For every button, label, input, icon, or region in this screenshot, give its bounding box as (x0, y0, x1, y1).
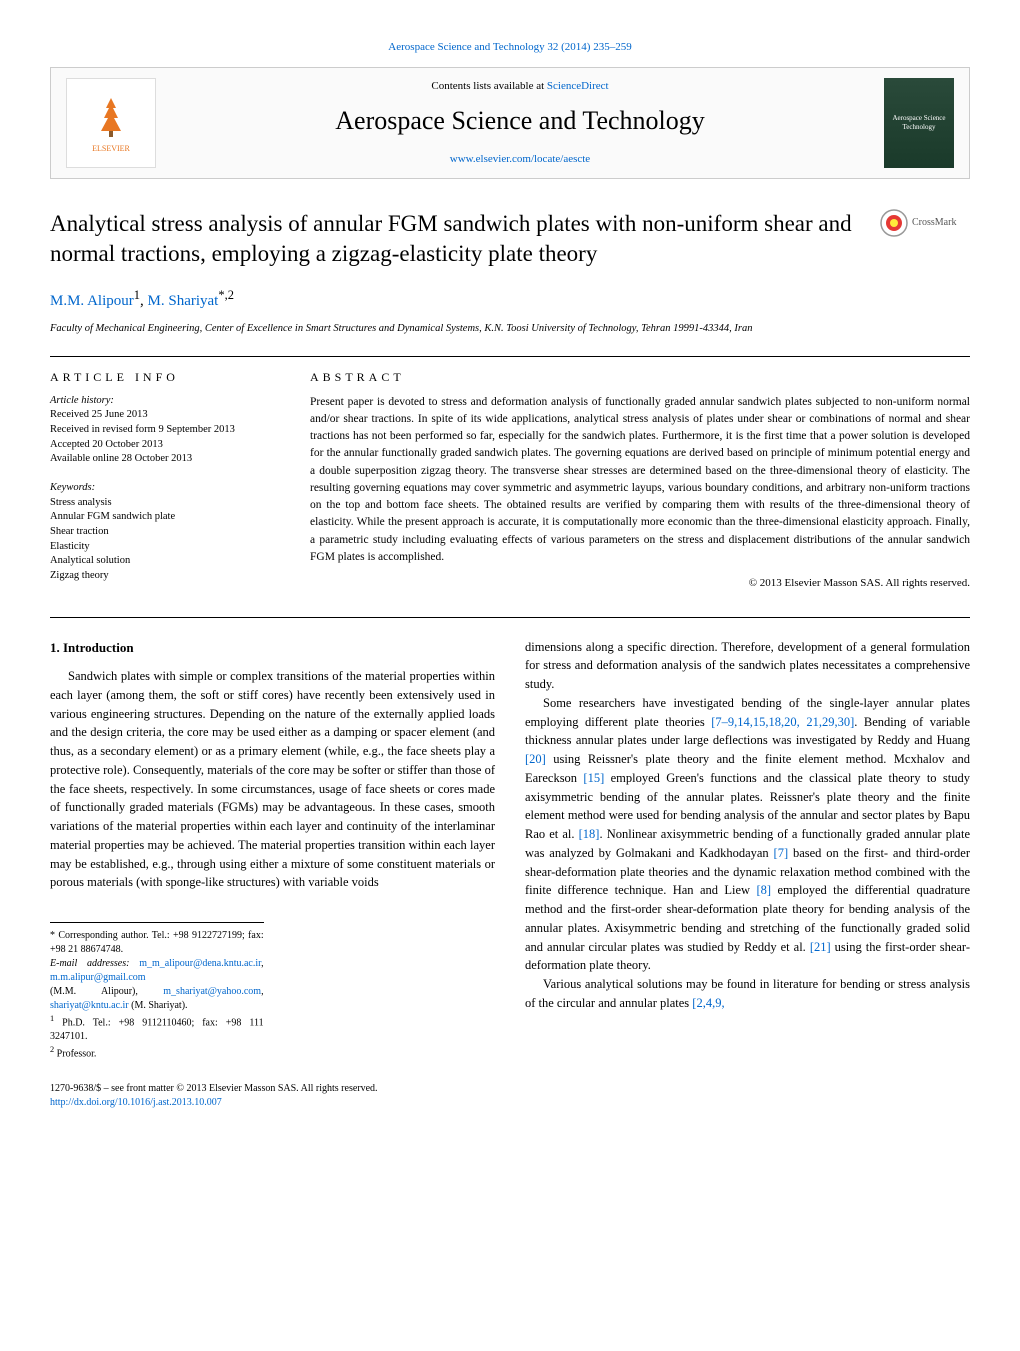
email-line-2: (M.M. Alipour), m_shariyat@yahoo.com, sh… (50, 985, 264, 1013)
author-link-2[interactable]: M. Shariyat (148, 293, 219, 309)
intro-p4: Various analytical solutions may be foun… (525, 975, 970, 1013)
body-col-right: dimensions along a specific direction. T… (525, 638, 970, 1062)
journal-header: ELSEVIER Contents lists available at Sci… (50, 67, 970, 179)
author2-sup: *,2 (218, 288, 234, 302)
body-columns: 1. Introduction Sandwich plates with sim… (50, 638, 970, 1062)
keywords-label: Keywords: (50, 481, 280, 496)
journal-cover-thumbnail: Aerospace Science Technology (884, 78, 954, 168)
fn1-num: 1 (50, 1014, 54, 1023)
divider-2 (50, 617, 970, 618)
ref-link-249[interactable]: [2,4,9, (692, 996, 724, 1010)
keyword-1: Annular FGM sandwich plate (50, 510, 280, 525)
ref-link-18[interactable]: [18] (579, 827, 600, 841)
journal-url-link[interactable]: www.elsevier.com/locate/aescte (450, 153, 590, 165)
intro-p1: Sandwich plates with simple or complex t… (50, 667, 495, 892)
abstract-text: Present paper is devoted to stress and d… (310, 394, 970, 567)
bottom-left: 1270-9638/$ – see front matter © 2013 El… (50, 1082, 378, 1110)
intro-p3: Some researchers have investigated bendi… (525, 694, 970, 975)
p4-a: Various analytical solutions may be foun… (525, 977, 970, 1010)
email-4[interactable]: shariyat@kntu.ac.ir (50, 1000, 129, 1011)
ref-link-7-30[interactable]: [7–9,14,15,18,20, 21,29,30] (711, 715, 854, 729)
footnotes-block: * Corresponding author. Tel.: +98 912272… (50, 922, 264, 1062)
history-accepted: Accepted 20 October 2013 (50, 438, 280, 453)
abstract-col: ABSTRACT Present paper is devoted to str… (310, 369, 970, 592)
email-name2: (M. Shariyat). (129, 1000, 188, 1011)
email-sep1: , (261, 958, 264, 969)
top-citation: Aerospace Science and Technology 32 (201… (50, 40, 970, 55)
header-center: Contents lists available at ScienceDirec… (156, 79, 884, 167)
affiliation: Faculty of Mechanical Engineering, Cente… (50, 322, 970, 336)
issn-line: 1270-9638/$ – see front matter © 2013 El… (50, 1082, 378, 1096)
history-online: Available online 28 October 2013 (50, 452, 280, 467)
email-1[interactable]: m_m_alipour@dena.kntu.ac.ir (139, 958, 261, 969)
title-row: Analytical stress analysis of annular FG… (50, 209, 970, 269)
page-container: Aerospace Science and Technology 32 (201… (0, 0, 1020, 1150)
crossmark-badge[interactable]: CrossMark (880, 209, 970, 237)
footnote-1: 1 Ph.D. Tel.: +98 9112110460; fax: +98 1… (50, 1013, 264, 1044)
article-info-col: ARTICLE INFO Article history: Received 2… (50, 369, 280, 592)
keyword-0: Stress analysis (50, 496, 280, 511)
divider-1 (50, 356, 970, 357)
journal-name: Aerospace Science and Technology (156, 103, 884, 139)
crossmark-icon (880, 209, 908, 237)
ref-link-15[interactable]: [15] (583, 771, 604, 785)
sciencedirect-link[interactable]: ScienceDirect (547, 80, 609, 92)
abstract-heading: ABSTRACT (310, 369, 970, 386)
ref-link-20[interactable]: [20] (525, 752, 546, 766)
section-1-heading: 1. Introduction (50, 638, 495, 658)
ref-link-21[interactable]: [21] (810, 940, 831, 954)
history-label: Article history: (50, 394, 280, 409)
author-link-1[interactable]: M.M. Alipour (50, 293, 134, 309)
history-revised: Received in revised form 9 September 201… (50, 423, 280, 438)
copyright-line: © 2013 Elsevier Masson SAS. All rights r… (310, 576, 970, 591)
email-label: E-mail addresses: (50, 958, 139, 969)
email-2[interactable]: m.m.alipur@gmail.com (50, 972, 146, 983)
ref-link-7[interactable]: [7] (774, 846, 789, 860)
body-col-left: 1. Introduction Sandwich plates with sim… (50, 638, 495, 1062)
fn2-text: Professor. (57, 1049, 97, 1060)
email-3[interactable]: m_shariyat@yahoo.com (163, 986, 261, 997)
intro-p2: dimensions along a specific direction. T… (525, 638, 970, 694)
doi-link[interactable]: http://dx.doi.org/10.1016/j.ast.2013.10.… (50, 1097, 222, 1108)
keyword-5: Zigzag theory (50, 569, 280, 584)
footnote-2: 2 Professor. (50, 1044, 264, 1061)
history-received: Received 25 June 2013 (50, 408, 280, 423)
info-abstract-row: ARTICLE INFO Article history: Received 2… (50, 369, 970, 592)
article-info-heading: ARTICLE INFO (50, 369, 280, 386)
authors-line: M.M. Alipour1, M. Shariyat*,2 (50, 287, 970, 312)
elsevier-tree-icon (86, 93, 136, 143)
top-citation-link[interactable]: Aerospace Science and Technology 32 (201… (388, 41, 631, 53)
ref-link-8[interactable]: [8] (757, 883, 772, 897)
contents-prefix: Contents lists available at (431, 80, 546, 92)
bottom-line: 1270-9638/$ – see front matter © 2013 El… (50, 1082, 970, 1110)
fn1-text: Ph.D. Tel.: +98 9112110460; fax: +98 111… (50, 1017, 264, 1042)
elsevier-label: ELSEVIER (92, 143, 130, 154)
email-sep3: , (261, 986, 264, 997)
corresponding-author-note: * Corresponding author. Tel.: +98 912272… (50, 929, 264, 957)
email-line: E-mail addresses: m_m_alipour@dena.kntu.… (50, 957, 264, 985)
article-title: Analytical stress analysis of annular FG… (50, 209, 880, 269)
email-name1: (M.M. Alipour), (50, 986, 163, 997)
fn2-num: 2 (50, 1045, 54, 1054)
crossmark-label: CrossMark (912, 216, 956, 230)
keyword-3: Elasticity (50, 540, 280, 555)
contents-line: Contents lists available at ScienceDirec… (156, 79, 884, 94)
elsevier-logo: ELSEVIER (66, 78, 156, 168)
keyword-4: Analytical solution (50, 554, 280, 569)
keyword-2: Shear traction (50, 525, 280, 540)
cover-text: Aerospace Science Technology (888, 114, 950, 134)
authors-sep: , (140, 293, 148, 309)
